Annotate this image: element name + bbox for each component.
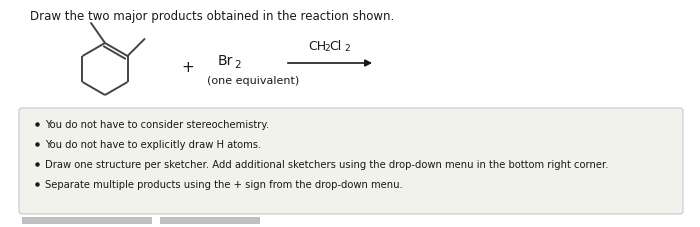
Bar	[22, 217, 152, 224]
Bar	[160, 217, 260, 224]
Text: Br: Br	[218, 54, 233, 68]
Text: You do not have to explicitly draw H atoms.: You do not have to explicitly draw H ato…	[45, 139, 261, 149]
Text: Cl: Cl	[329, 39, 342, 52]
Text: Separate multiple products using the + sign from the drop-down menu.: Separate multiple products using the + s…	[45, 179, 402, 189]
Text: 2: 2	[344, 44, 349, 53]
Text: Draw one structure per sketcher. Add additional sketchers using the drop-down me: Draw one structure per sketcher. Add add…	[45, 159, 608, 169]
Text: CH: CH	[308, 39, 326, 52]
Text: (one equivalent): (one equivalent)	[207, 76, 300, 86]
FancyBboxPatch shape	[19, 109, 683, 214]
Text: You do not have to consider stereochemistry.: You do not have to consider stereochemis…	[45, 119, 269, 129]
Text: Draw the two major products obtained in the reaction shown.: Draw the two major products obtained in …	[30, 10, 394, 23]
Text: +: +	[181, 60, 195, 75]
Text: 2: 2	[324, 44, 330, 53]
Text: 2: 2	[234, 60, 241, 70]
